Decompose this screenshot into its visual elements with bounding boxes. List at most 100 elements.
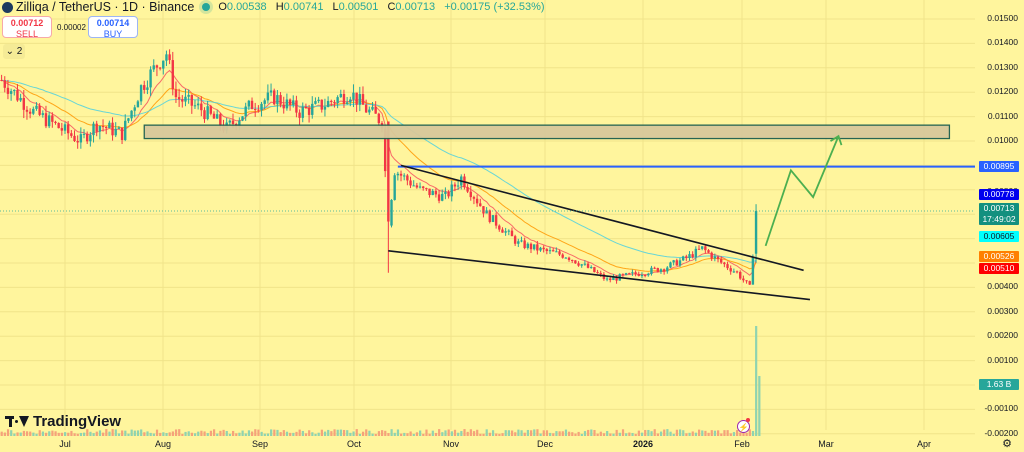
- volume-bar: [295, 431, 298, 436]
- volume-bar: [114, 429, 117, 436]
- volume-bar: [469, 429, 472, 436]
- symbol-title[interactable]: Zilliqa / TetherUS · 1D · Binance: [16, 0, 195, 14]
- candle-body: [723, 262, 726, 265]
- candle-body: [453, 184, 457, 187]
- volume-bar: [463, 429, 466, 436]
- candle-body: [672, 260, 675, 263]
- candle-body: [187, 94, 190, 97]
- volume-bar: [472, 431, 476, 436]
- candle-body: [298, 112, 301, 118]
- candle-body: [16, 89, 19, 101]
- candle-body: [66, 124, 70, 134]
- volume-bar: [228, 433, 232, 436]
- candle-body: [542, 247, 545, 250]
- volume-bar: [222, 429, 225, 436]
- volume-bar: [726, 430, 729, 436]
- volume-bar: [514, 432, 517, 436]
- settings-gear-icon[interactable]: ⚙: [1002, 438, 1012, 450]
- candle-body: [120, 127, 124, 140]
- candle-body: [475, 198, 479, 204]
- volume-bar: [247, 430, 251, 436]
- volume-bar: [171, 431, 174, 436]
- price-axis[interactable]: 0.01500 0.01400 0.01300 0.01200 0.01100 0.010…: [976, 0, 1024, 452]
- volume-bar: [304, 433, 308, 436]
- volume-bar: [713, 430, 717, 436]
- volume-bar: [257, 429, 260, 436]
- candle-body: [133, 107, 136, 111]
- tradingview-logo[interactable]: TradingView: [5, 413, 121, 430]
- volume-bar: [285, 431, 289, 436]
- candle-body: [307, 108, 311, 115]
- volume-bar: [628, 432, 631, 436]
- volume-bar: [184, 431, 187, 436]
- volume-bar: [3, 432, 6, 436]
- candle-body: [152, 65, 155, 70]
- volume-bar: [368, 430, 371, 436]
- price-tag: 1.63 B: [979, 379, 1019, 390]
- candle-body: [371, 106, 374, 110]
- volume-bar: [523, 432, 526, 436]
- candle-body: [35, 105, 38, 109]
- candle-body: [590, 267, 593, 269]
- volume-bar: [216, 433, 219, 436]
- volume-bar: [409, 431, 412, 436]
- candle-body: [349, 99, 352, 103]
- candle-body: [526, 243, 530, 249]
- candle-body: [539, 247, 542, 251]
- volume-bar: [542, 430, 545, 436]
- volume-bar: [225, 430, 228, 436]
- volume-bar: [41, 431, 45, 436]
- candle-body: [162, 60, 165, 69]
- sell-button[interactable]: 0.00712 SELL: [2, 16, 52, 39]
- buy-button[interactable]: 0.00714 BUY: [88, 16, 138, 39]
- volume-bar: [168, 432, 171, 436]
- volume-bar: [558, 431, 561, 436]
- time-tick-label: Mar: [818, 439, 834, 449]
- candle-body: [323, 106, 327, 110]
- candle-body: [545, 249, 549, 252]
- time-tick-label: 2026: [632, 439, 654, 449]
- volume-bar: [583, 431, 587, 436]
- notification-dot-icon: [746, 418, 750, 422]
- candle-body: [716, 256, 720, 260]
- volume-bar: [536, 429, 539, 436]
- candle-body: [666, 267, 669, 272]
- price-tick-label: 0.00400: [987, 281, 1018, 292]
- volume-bar: [19, 432, 22, 436]
- candle-body: [241, 116, 244, 121]
- candle-body: [352, 92, 355, 100]
- volume-bar: [317, 432, 320, 436]
- volume-bar: [555, 431, 558, 436]
- moving-average-line-1: [1, 69, 757, 277]
- volume-bar: [159, 432, 162, 436]
- candle-body: [374, 106, 377, 114]
- candle-body: [437, 194, 441, 201]
- candle-body: [339, 93, 342, 98]
- volume-bar: [327, 429, 330, 436]
- volume-bar: [675, 429, 679, 436]
- volume-bar: [98, 430, 102, 436]
- candle-body: [358, 94, 362, 105]
- candle-body: [555, 251, 558, 253]
- volume-bar: [704, 430, 707, 436]
- volume-bar: [371, 433, 374, 436]
- candle-body: [710, 252, 713, 259]
- candle-body: [0, 80, 3, 81]
- indicators-toggle[interactable]: ⌄ 2: [3, 44, 25, 59]
- volume-bar: [539, 433, 542, 436]
- candle-body: [697, 248, 701, 250]
- news-flash-icon[interactable]: ⚡: [737, 420, 750, 433]
- volume-bar: [323, 431, 327, 436]
- volume-bar: [669, 431, 672, 436]
- candle-body: [292, 100, 295, 105]
- volume-bar: [29, 431, 32, 436]
- candle-body: [634, 272, 637, 275]
- candle-body: [130, 110, 133, 119]
- candle-body: [114, 128, 117, 136]
- volume-bar: [751, 431, 755, 436]
- volume-bar: [482, 433, 485, 436]
- candle-body: [60, 128, 64, 131]
- volume-bar: [121, 430, 124, 436]
- volume-bar: [311, 432, 314, 436]
